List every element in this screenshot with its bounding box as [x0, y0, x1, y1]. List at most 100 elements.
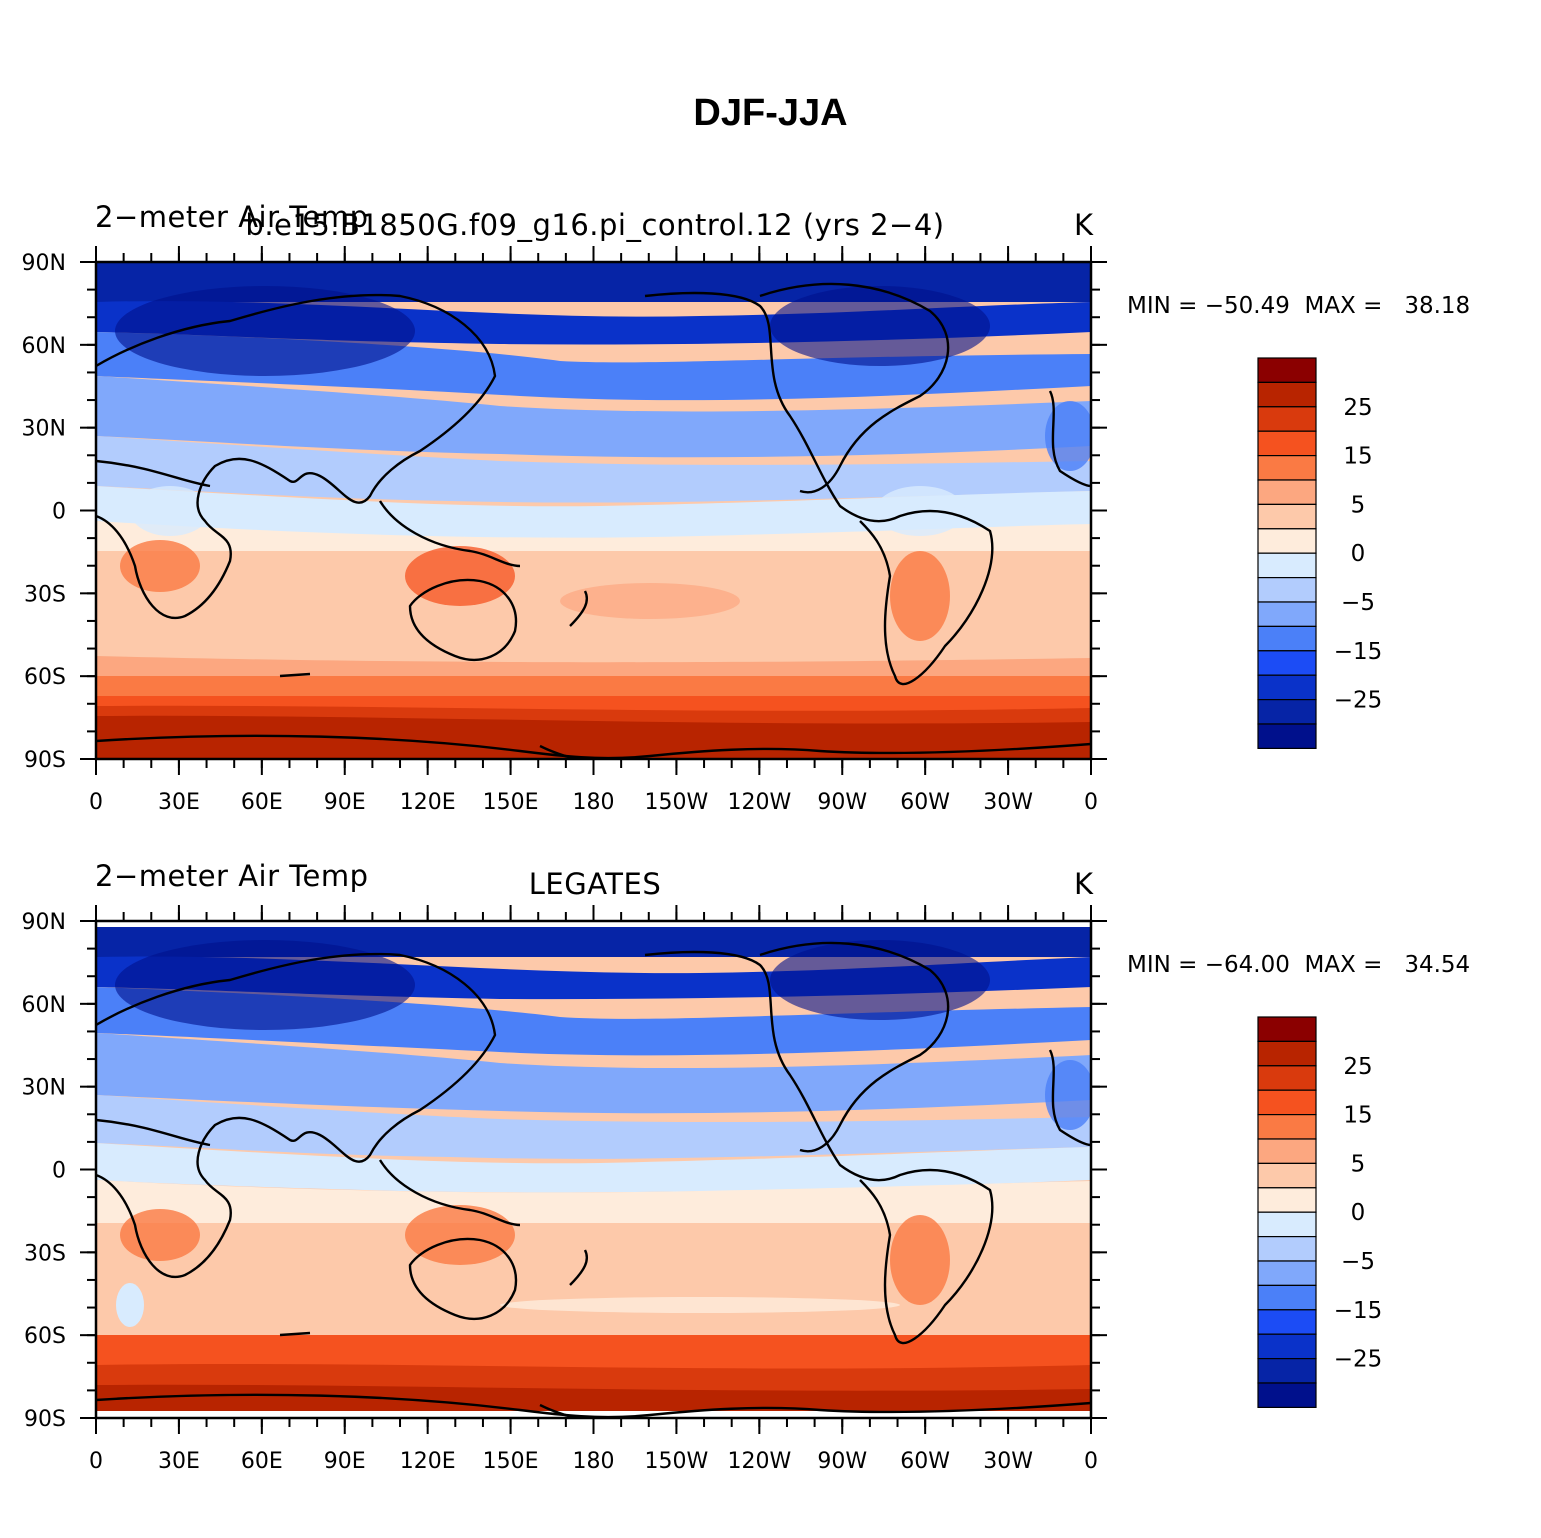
x-tick-label: 120E [400, 790, 456, 815]
colorbar-label: 25 [1343, 1054, 1372, 1080]
colorbar: 25 15 5 0 −5 −15 −25 [1257, 357, 1383, 749]
temperature-map: 0 30E 60E 90E 120E 150E 180 150W 120W 90W 60W 30W 0 … [22, 905, 1383, 1474]
min-value: MIN = −50.49 [1127, 293, 1290, 319]
colorbar-swatch [1257, 552, 1317, 579]
colorbar: 25 15 5 0 −5 −15 −25 [1257, 1016, 1383, 1408]
y-axis-labels: 90N 60N 30N 0 30S 60S 90S [22, 251, 66, 773]
x-tick-label: 90E [324, 1449, 366, 1474]
minmax-readout: MIN = −64.00 MAX = 34.54 [1127, 952, 1470, 978]
x-axis-labels: 0 30E 60E 90E 120E 150E 180 150W 120W 90W 60W 30W 0 [89, 1449, 1098, 1474]
x-tick-label: 120W [727, 790, 791, 815]
panel-left-title: 2−meter Air Temp [95, 200, 369, 234]
x-tick-label: 30W [983, 790, 1033, 815]
x-tick-label: 60E [241, 790, 283, 815]
colorbar-swatch [1257, 1162, 1317, 1189]
min-value: MIN = −64.00 [1127, 952, 1290, 978]
colorbar-label: 5 [1351, 492, 1366, 518]
colorbar-swatch [1257, 1114, 1317, 1140]
x-tick-label: 30W [983, 1449, 1033, 1474]
x-tick-label: 90W [817, 790, 867, 815]
y-tick-label: 60N [22, 993, 66, 1018]
map-field [96, 921, 1091, 1418]
y-tick-label: 30N [22, 417, 66, 442]
panel-observed: 2−meter Air Temp LEGATES K [0, 855, 1541, 1515]
x-tick-label: 150E [483, 1449, 539, 1474]
colorbar-label: 0 [1351, 541, 1366, 567]
colorbar-label: −25 [1334, 1347, 1383, 1373]
colorbar-swatch [1257, 1138, 1317, 1164]
colorbar-swatch [1257, 1382, 1317, 1408]
x-tick-label: 60E [241, 1449, 283, 1474]
colorbar-swatch [1257, 503, 1317, 530]
colorbar-swatch [1257, 1089, 1317, 1116]
colorbar-label: −25 [1334, 688, 1383, 714]
colorbar-swatch [1257, 528, 1317, 554]
y-tick-label: 60S [24, 665, 66, 690]
colorbar-label: −15 [1334, 1298, 1383, 1324]
colorbar-swatch [1257, 455, 1317, 481]
y-tick-label: 60N [22, 334, 66, 359]
colorbar-swatch [1257, 1065, 1317, 1091]
colorbar-swatch [1257, 1016, 1317, 1042]
panel-model: 2−meter Air Temp b.e15.B1850G.f09_g16.pi… [0, 196, 1541, 856]
colorbar-swatch [1257, 577, 1317, 603]
x-tick-label: 120E [400, 1449, 456, 1474]
colorbar-swatch [1257, 723, 1317, 749]
colorbar-swatch [1257, 674, 1317, 701]
x-tick-label: 180 [573, 790, 615, 815]
figure-title: DJF-JJA [693, 92, 848, 134]
colorbar-swatch [1257, 479, 1317, 505]
colorbar-swatch [1257, 1211, 1317, 1238]
y-tick-label: 90S [24, 1407, 66, 1432]
y-tick-label: 90S [24, 748, 66, 773]
y-tick-label: 90N [22, 251, 66, 276]
x-tick-label: 0 [1084, 1449, 1098, 1474]
x-tick-label: 120W [727, 1449, 791, 1474]
axis-ticks [80, 246, 1107, 775]
y-tick-label: 90N [22, 910, 66, 935]
colorbar-swatch [1257, 406, 1317, 432]
x-tick-label: 90E [324, 790, 366, 815]
colorbar-label: −5 [1341, 590, 1375, 616]
y-tick-label: 0 [52, 1159, 66, 1184]
x-tick-label: 150W [645, 1449, 709, 1474]
x-tick-label: 30E [158, 1449, 200, 1474]
colorbar-label: 5 [1351, 1151, 1366, 1177]
colorbar-label: 25 [1343, 395, 1372, 421]
colorbar-label: −5 [1341, 1249, 1375, 1275]
minmax-readout: MIN = −50.49 MAX = 38.18 [1127, 293, 1470, 319]
panel-center-title: LEGATES [528, 867, 662, 901]
axis-ticks [80, 905, 1107, 1434]
max-value: MAX = 34.54 [1304, 952, 1471, 978]
colorbar-swatch [1257, 699, 1317, 725]
colorbar-label: −15 [1334, 639, 1383, 665]
x-axis-labels: 0 30E 60E 90E 120E 150E 180 150W 120W 90W 60W 30W 0 [89, 790, 1098, 815]
max-value: MAX = 38.18 [1304, 293, 1471, 319]
colorbar-swatch [1257, 1333, 1317, 1360]
panel-center-title: b.e15.B1850G.f09_g16.pi_control.12 (yrs … [245, 208, 945, 242]
colorbar-swatch [1257, 625, 1317, 652]
map-field [96, 262, 1091, 759]
x-tick-label: 0 [89, 790, 103, 815]
x-tick-label: 60W [900, 1449, 950, 1474]
x-tick-label: 0 [89, 1449, 103, 1474]
colorbar-swatch [1257, 650, 1317, 676]
x-tick-label: 150W [645, 790, 709, 815]
y-tick-label: 0 [52, 500, 66, 525]
colorbar-swatch [1257, 430, 1317, 457]
temperature-map: 0 30E 60E 90E 120E 150E 180 150W 120W 90W 60W 30W 0 … [22, 246, 1383, 815]
colorbar-swatch [1257, 1284, 1317, 1311]
y-tick-label: 30S [24, 1241, 66, 1266]
y-axis-labels: 90N 60N 30N 0 30S 60S 90S [22, 910, 66, 1432]
panel-units: K [1074, 208, 1094, 242]
colorbar-swatch [1257, 1236, 1317, 1262]
panel-left-title: 2−meter Air Temp [95, 859, 369, 893]
colorbar-label: 0 [1351, 1200, 1366, 1226]
y-tick-label: 60S [24, 1324, 66, 1349]
x-tick-label: 90W [817, 1449, 867, 1474]
colorbar-label: 15 [1343, 444, 1372, 470]
colorbar-swatch [1257, 1260, 1317, 1286]
x-tick-label: 150E [483, 790, 539, 815]
colorbar-swatch [1257, 1309, 1317, 1335]
colorbar-swatch [1257, 357, 1317, 383]
